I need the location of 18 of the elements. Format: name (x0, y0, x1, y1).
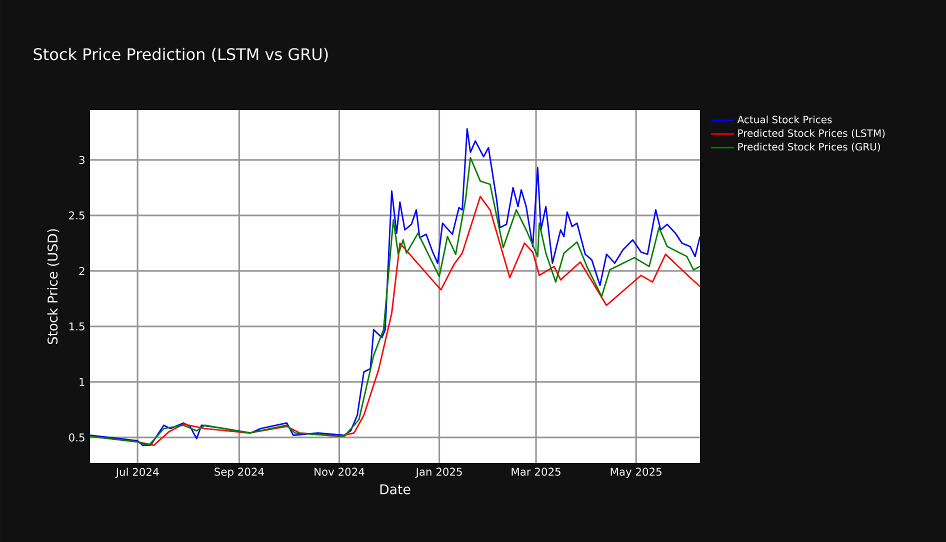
x-tick-label: Sep 2024 (214, 468, 264, 478)
y-tick-label: 2.5 (69, 211, 84, 220)
x-tick-label: Nov 2024 (314, 468, 364, 476)
legend-label: Predicted Stock Prices (GRU) (738, 142, 880, 152)
y-tick-label: 2 (79, 266, 84, 275)
x-tick-label: Mar 2025 (512, 468, 560, 476)
x-axis-title: Date (380, 484, 410, 494)
x-tick-label: Jan 2025 (415, 468, 462, 478)
x-tick-label: May 2025 (610, 468, 662, 478)
y-tick-label: 3 (79, 156, 84, 164)
chart-title: Stock Price Prediction (LSTM vs GRU) (34, 48, 328, 62)
x-tick-label: Jul 2024 (115, 468, 159, 478)
y-tick-label: 0.5 (69, 433, 84, 442)
legend-label: Actual Stock Prices (737, 116, 832, 124)
y-axis-title: Stock Price (USD) (47, 229, 60, 344)
y-tick-label: 1.5 (70, 322, 84, 330)
y-tick-label: 1 (80, 378, 84, 386)
legend-label: Predicted Stock Prices (LSTM) (738, 129, 885, 138)
